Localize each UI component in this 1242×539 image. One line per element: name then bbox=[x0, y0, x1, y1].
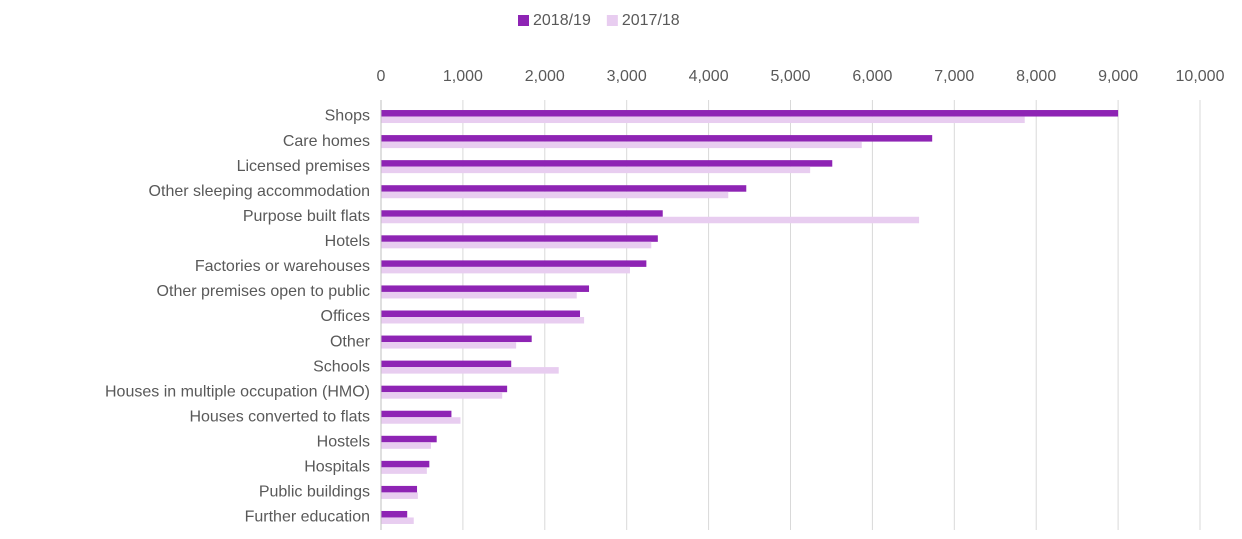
bar bbox=[381, 442, 431, 449]
bar bbox=[381, 485, 418, 493]
x-tick-label: 1,000 bbox=[443, 68, 483, 85]
legend-swatch bbox=[606, 15, 618, 26]
bar bbox=[381, 241, 652, 249]
bar bbox=[381, 335, 532, 343]
y-tick-label: Offices bbox=[321, 308, 371, 325]
bar bbox=[381, 342, 517, 349]
y-tick-label: Hotels bbox=[325, 233, 370, 250]
x-tick-label: 4,000 bbox=[689, 68, 729, 85]
legend-swatch bbox=[518, 15, 529, 26]
y-tick-label: Other premises open to public bbox=[157, 283, 370, 300]
x-tick-label: 10,000 bbox=[1176, 68, 1225, 85]
x-tick-label: 7,000 bbox=[934, 68, 974, 85]
bar bbox=[381, 210, 663, 217]
bar bbox=[381, 166, 811, 174]
bar bbox=[381, 517, 414, 524]
bar bbox=[381, 417, 461, 424]
y-tick-label: Houses in multiple occupation (HMO) bbox=[105, 383, 370, 400]
y-tick-label: Purpose built flats bbox=[243, 208, 370, 225]
bar bbox=[381, 235, 658, 242]
bar bbox=[381, 367, 559, 374]
y-tick-label: Hospitals bbox=[304, 459, 370, 476]
bar bbox=[381, 310, 581, 317]
x-tick-label: 5,000 bbox=[770, 68, 810, 85]
bar bbox=[381, 160, 833, 167]
y-tick-label: Care homes bbox=[283, 133, 370, 150]
bar bbox=[381, 116, 1025, 124]
bar bbox=[381, 141, 862, 149]
x-tick-label: 3,000 bbox=[607, 68, 647, 85]
bar bbox=[381, 191, 729, 199]
bar bbox=[381, 385, 508, 393]
bar bbox=[381, 467, 427, 474]
y-tick-label: Further education bbox=[245, 509, 370, 526]
bar bbox=[381, 492, 418, 499]
bar bbox=[381, 260, 647, 267]
bar bbox=[381, 317, 585, 324]
bar bbox=[381, 216, 920, 224]
bar bbox=[381, 510, 408, 518]
y-tick-label: Other sleeping accommodation bbox=[149, 183, 370, 200]
bar bbox=[381, 460, 430, 468]
x-tick-label: 6,000 bbox=[852, 68, 892, 85]
y-tick-label: Shops bbox=[325, 108, 370, 125]
y-tick-label: Hostels bbox=[317, 434, 370, 451]
bar bbox=[381, 110, 1119, 117]
y-tick-label: Factories or warehouses bbox=[195, 258, 370, 275]
y-tick-label: Schools bbox=[313, 358, 370, 375]
x-tick-label: 9,000 bbox=[1098, 68, 1138, 85]
bar bbox=[381, 185, 747, 192]
bar bbox=[381, 135, 933, 142]
legend-label: 2018/19 bbox=[533, 12, 591, 29]
bar bbox=[381, 392, 503, 399]
y-tick-label: Licensed premises bbox=[237, 158, 370, 175]
bar bbox=[381, 266, 630, 274]
bar bbox=[381, 435, 437, 443]
x-tick-label: 8,000 bbox=[1016, 68, 1056, 85]
y-tick-label: Public buildings bbox=[259, 484, 370, 501]
x-tick-label: 0 bbox=[377, 68, 386, 85]
y-tick-label: Other bbox=[330, 333, 371, 350]
y-tick-label: Houses converted to flats bbox=[189, 408, 370, 425]
x-tick-label: 2,000 bbox=[525, 68, 565, 85]
bar bbox=[381, 410, 452, 418]
bar bbox=[381, 291, 577, 299]
legend-label: 2017/18 bbox=[622, 12, 680, 29]
bar bbox=[381, 360, 512, 368]
bar bbox=[381, 285, 590, 292]
